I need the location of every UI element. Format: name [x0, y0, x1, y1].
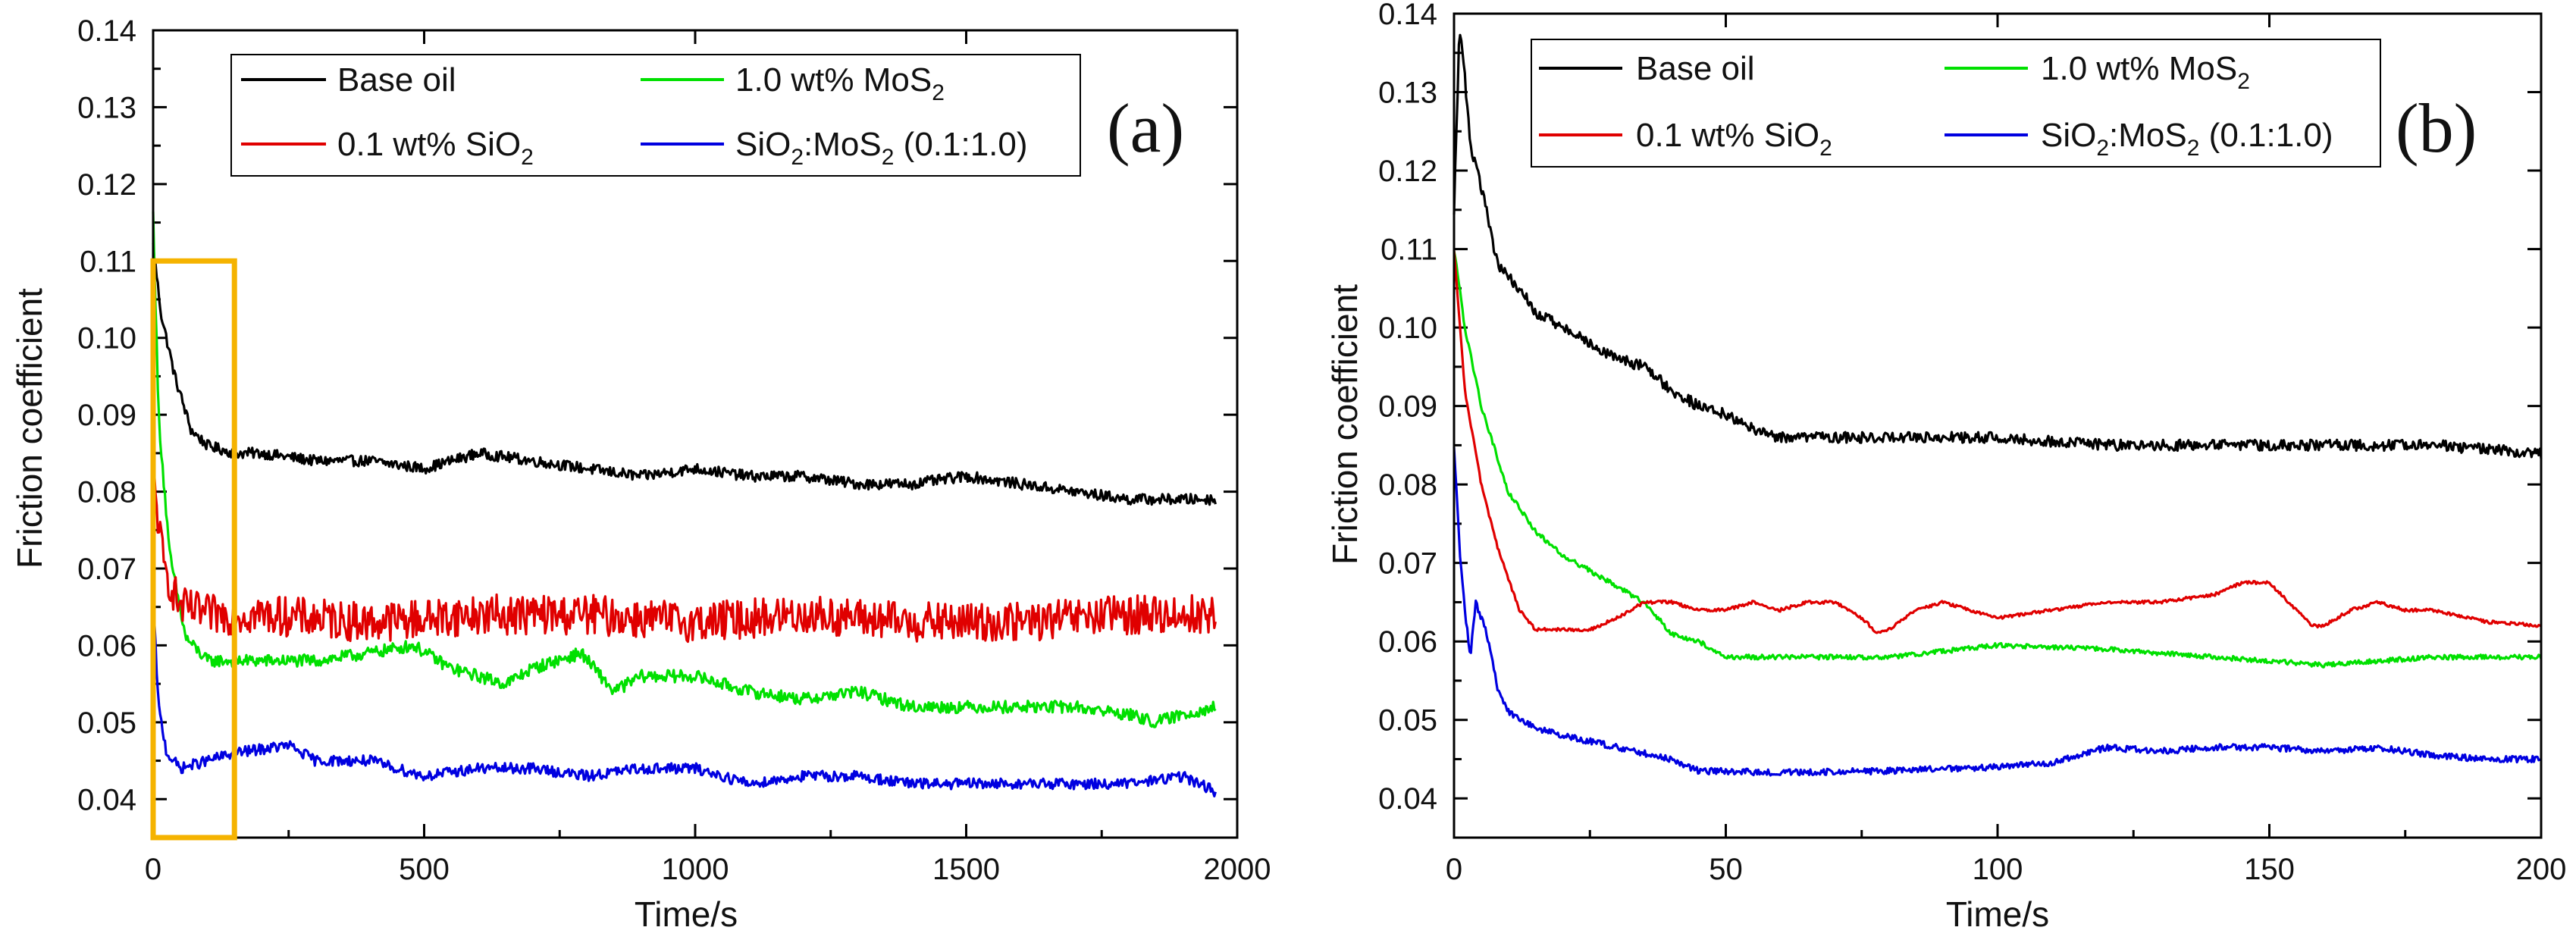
chart-a-highlight-box	[150, 258, 237, 841]
chart-b-series-line-0	[1453, 33, 2543, 459]
chart-b-y-tick-label: 0.09	[1378, 390, 1437, 424]
chart-b-legend-item-base-oil: Base oil	[1539, 50, 1755, 87]
chart-a-legend: Base oil 1.0 wt% MoS2 0.1 wt% SiO2 SiO2:…	[230, 54, 1081, 177]
chart-a-legend-label-base-oil: Base oil	[337, 61, 456, 99]
chart-a-series-line-0	[152, 243, 1217, 506]
chart-a-y-tick-label: 0.13	[77, 91, 136, 124]
chart-b-tick-labels: 0 50 100 150 200 0.04 0.05 0.06 0.07 0.08 0.09 0.10…	[1378, 0, 2566, 886]
chart-a-legend-label-sio2-mos2: SiO2:MoS2 (0.1:1.0)	[735, 126, 1028, 170]
chart-a-legend-box	[230, 54, 1081, 177]
chart-a-x-tick-label: 2000	[1204, 853, 1271, 886]
chart-b-series-group	[1453, 33, 2543, 777]
chart-a-y-tick-label: 0.07	[77, 553, 136, 586]
chart-b-y-tick-label: 0.14	[1378, 0, 1437, 31]
chart-a-x-tick-label: 1000	[662, 853, 729, 886]
chart-b-y-tick-label: 0.04	[1378, 782, 1437, 816]
chart-a-legend-item-sio2-mos2: SiO2:MoS2 (0.1:1.0)	[641, 126, 1028, 170]
chart-a-x-axis-title: Time/s	[635, 894, 738, 934]
chart-b-legend-item-sio2-mos2: SiO2:MoS2 (0.1:1.0)	[1945, 117, 2333, 161]
chart-b-x-axis-title: Time/s	[1946, 894, 2049, 934]
chart-a-y-tick-label: 0.06	[77, 629, 136, 663]
chart-a-y-tick-label: 0.09	[77, 399, 136, 432]
chart-a-y-tick-label: 0.05	[77, 706, 136, 740]
chart-a-x-tick-label: 1500	[932, 853, 1000, 886]
chart-a-y-tick-label: 0.08	[77, 476, 136, 509]
chart-b-x-tick-label: 150	[2244, 853, 2295, 886]
chart-a-y-tick-label: 0.12	[77, 168, 136, 202]
chart-b-panel-label: (b)	[2396, 89, 2477, 167]
chart-b-y-tick-label: 0.05	[1378, 704, 1437, 738]
chart-b-legend: Base oil 1.0 wt% MoS2 0.1 wt% SiO2 SiO2:…	[1531, 39, 2381, 168]
chart-a-legend-label-sio2: 0.1 wt% SiO2	[337, 126, 534, 170]
chart-b-series-line-3	[1453, 446, 2541, 777]
chart-b-legend-item-mos2: 1.0 wt% MoS2	[1945, 50, 2250, 94]
chart-b-legend-item-sio2: 0.1 wt% SiO2	[1539, 117, 1832, 161]
chart-b-x-tick-label: 200	[2516, 853, 2567, 886]
chart-b-x-tick-label: 50	[1709, 853, 1743, 886]
chart-a-legend-item-mos2: 1.0 wt% MoS2	[641, 61, 945, 105]
chart-panel-b: 0 50 100 150 200 0.04 0.05 0.06 0.07 0.08 0.09 0.10…	[1325, 0, 2566, 934]
chart-b-y-tick-label: 0.08	[1378, 468, 1437, 502]
chart-b-y-tick-label: 0.12	[1378, 155, 1437, 188]
chart-a-series-line-1	[152, 211, 1217, 728]
chart-b-y-tick-label: 0.10	[1378, 312, 1437, 345]
chart-b-legend-box	[1531, 39, 2381, 168]
chart-a-series-group	[152, 211, 1217, 797]
chart-b-legend-label-sio2-mos2: SiO2:MoS2 (0.1:1.0)	[2041, 117, 2333, 161]
chart-b-legend-label-sio2: 0.1 wt% SiO2	[1636, 117, 1832, 161]
chart-a-legend-label-mos2: 1.0 wt% MoS2	[735, 61, 945, 105]
chart-a-y-tick-label: 0.11	[80, 245, 136, 278]
chart-b-y-tick-label: 0.11	[1380, 233, 1437, 267]
chart-a-legend-item-base-oil: Base oil	[241, 61, 456, 99]
chart-a-x-tick-label: 0	[145, 853, 161, 886]
chart-a-tick-labels: 0 500 1000 1500 2000 0.04 0.05 0.06 0.07 0.08 0.09…	[77, 14, 1271, 886]
chart-b-x-tick-label: 0	[1446, 853, 1462, 886]
chart-panel-a: 0 500 1000 1500 2000 0.04 0.05 0.06 0.07 0.08 0.09…	[10, 14, 1271, 934]
chart-b-plot-frame	[1453, 12, 2543, 839]
chart-b-series-line-1	[1453, 250, 2543, 669]
chart-a-y-tick-label: 0.10	[77, 322, 136, 356]
chart-a-series-line-3	[152, 595, 1217, 797]
chart-b-series-line-2	[1453, 249, 2543, 634]
chart-b-x-tick-label: 100	[1973, 853, 2023, 886]
chart-b-y-tick-label: 0.13	[1378, 77, 1437, 110]
chart-a-series-line-2	[152, 464, 1217, 644]
chart-b-y-tick-label: 0.07	[1378, 547, 1437, 581]
chart-a-x-tick-label: 500	[399, 853, 450, 886]
chart-b-legend-label-mos2: 1.0 wt% MoS2	[2041, 50, 2250, 94]
chart-a-legend-item-sio2: 0.1 wt% SiO2	[241, 126, 534, 170]
chart-a-y-tick-label: 0.04	[77, 783, 136, 816]
chart-b-y-axis-title: Friction coefficient	[1325, 284, 1365, 565]
chart-a-y-tick-label: 0.14	[77, 14, 136, 48]
chart-a-y-axis-title: Friction coefficient	[10, 288, 49, 569]
chart-b-y-tick-label: 0.06	[1378, 625, 1437, 659]
chart-a-panel-label: (a)	[1107, 89, 1184, 167]
chart-b-legend-label-base-oil: Base oil	[1636, 50, 1755, 87]
